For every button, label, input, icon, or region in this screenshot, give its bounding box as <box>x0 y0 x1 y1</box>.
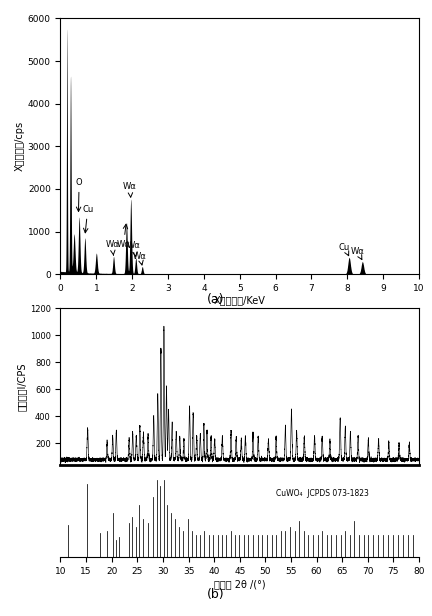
X-axis label: X射线能量/KeV: X射线能量/KeV <box>214 296 266 306</box>
X-axis label: 衍射角 2θ /(°): 衍射角 2θ /(°) <box>214 579 266 589</box>
Text: O: O <box>76 178 83 211</box>
Text: Wα: Wα <box>350 247 364 259</box>
Text: Cu: Cu <box>82 205 93 233</box>
Text: (a): (a) <box>207 293 225 306</box>
Text: Wα: Wα <box>117 224 130 249</box>
Text: (b): (b) <box>207 588 225 601</box>
Text: Wα: Wα <box>127 241 141 256</box>
Y-axis label: 衍射强度I/CPS: 衍射强度I/CPS <box>17 362 27 411</box>
Text: Cu: Cu <box>339 243 350 256</box>
Text: CuWO₄  JCPDS 073-1823: CuWO₄ JCPDS 073-1823 <box>276 488 368 498</box>
Text: Wα: Wα <box>105 240 119 255</box>
Text: Wα: Wα <box>123 182 137 197</box>
Y-axis label: X射线计数/cps: X射线计数/cps <box>15 121 25 171</box>
Text: Wα: Wα <box>133 252 147 265</box>
